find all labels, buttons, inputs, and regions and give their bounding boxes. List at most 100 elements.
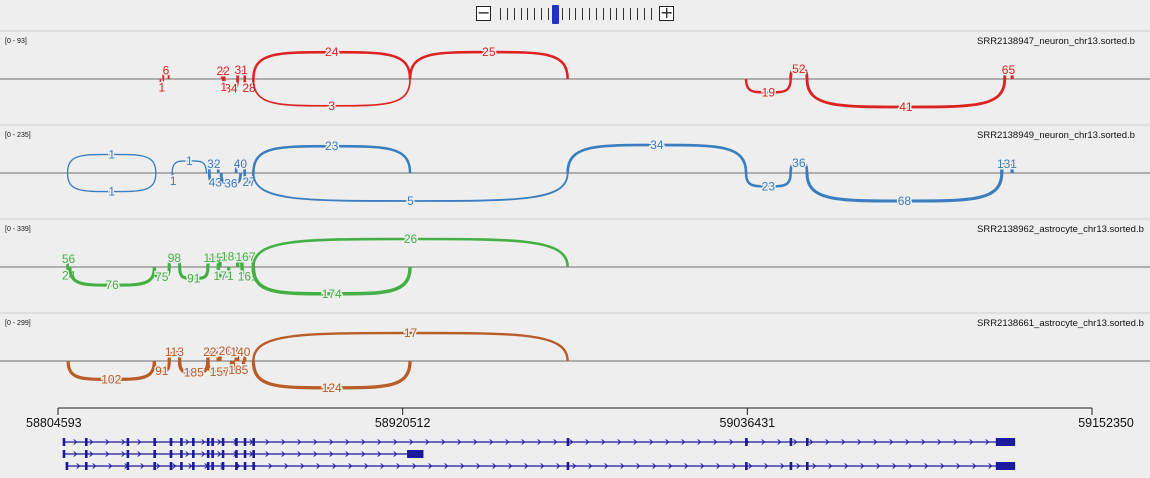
junction-arc — [1000, 162, 1014, 174]
zoom-level-tick[interactable] — [623, 8, 625, 20]
exon-block — [153, 450, 156, 458]
exon-block — [745, 438, 748, 446]
junction-arc — [805, 78, 1007, 109]
strand-arrow — [76, 463, 81, 469]
zoom-level-tick[interactable] — [513, 8, 515, 20]
junction-count: 5 — [407, 194, 414, 208]
junction-count: 34 — [650, 138, 664, 152]
strand-arrow — [524, 463, 529, 469]
junction-count: 171 — [213, 269, 233, 283]
track-name[interactable]: SRR2138661_astrocyte_chr13.sorted.b — [977, 318, 1144, 329]
zoom-level-tick[interactable] — [500, 8, 501, 20]
junction-count: 102 — [101, 372, 121, 386]
strand-arrow — [393, 439, 398, 445]
strand-arrow — [489, 439, 494, 445]
track-name[interactable]: SRR2138962_astrocyte_chr13.sorted.b — [977, 224, 1144, 235]
junction-count: 68 — [898, 194, 912, 208]
strand-arrow — [105, 451, 110, 457]
zoom-level-tick[interactable] — [650, 8, 652, 20]
junction-arc — [167, 256, 182, 268]
strand-arrow — [108, 463, 113, 469]
zoom-level-tick[interactable] — [506, 8, 508, 20]
strand-arrow — [777, 439, 782, 445]
strand-arrow — [201, 439, 206, 445]
zoom-level-tick[interactable] — [609, 8, 611, 20]
track-name[interactable]: SRR2138947_neuron_chr13.sorted.b — [977, 36, 1135, 47]
strand-arrow — [969, 439, 974, 445]
strand-arrow — [617, 439, 622, 445]
strand-arrow — [697, 439, 702, 445]
exon-block — [62, 438, 66, 446]
zoom-level-current[interactable] — [551, 5, 559, 24]
zoom-in-button[interactable]: + — [659, 4, 674, 22]
strand-arrow — [73, 439, 78, 445]
junction-arc — [251, 360, 412, 390]
strand-arrow — [860, 463, 865, 469]
exon-block — [806, 462, 809, 470]
junction-count: 1 — [158, 80, 165, 94]
strand-arrow — [924, 463, 929, 469]
zoom-level-tick[interactable] — [582, 8, 584, 20]
strand-arrow — [729, 439, 734, 445]
zoom-level-tick[interactable] — [575, 8, 577, 20]
strand-arrow — [137, 451, 142, 457]
zoom-level-tick[interactable] — [595, 8, 597, 20]
zoom-level-tick[interactable] — [547, 8, 549, 20]
strand-arrow — [284, 463, 289, 469]
junction-count: 131 — [997, 157, 1017, 171]
exon-block — [211, 438, 214, 446]
ruler-tick-label: 59152350 — [1078, 416, 1134, 430]
zoom-level-tick[interactable] — [534, 8, 536, 20]
zoom-level-tick[interactable] — [637, 8, 638, 20]
junction-arc — [162, 69, 170, 80]
strand-arrow — [908, 463, 913, 469]
strand-arrow — [316, 463, 321, 469]
junction-arc — [219, 172, 242, 185]
junction-arc — [152, 266, 171, 279]
zoom-level-tick[interactable] — [527, 8, 529, 20]
strand-arrow — [572, 463, 577, 469]
zoom-level-tick[interactable] — [616, 8, 618, 20]
junction-arc — [408, 50, 569, 80]
exon-block — [235, 450, 238, 458]
zoom-level-tick[interactable] — [561, 8, 563, 20]
junction-count: 76 — [105, 278, 119, 292]
strand-arrow — [217, 451, 222, 457]
strand-arrow — [793, 439, 798, 445]
ruler-tick-label: 59036431 — [720, 416, 776, 430]
junction-count: 40 — [234, 157, 248, 171]
junction-count: 140 — [230, 345, 250, 359]
zoom-level-tick[interactable] — [568, 8, 570, 20]
junction-arc — [66, 172, 157, 193]
junction-count: 1 — [220, 80, 227, 94]
junction-arc — [789, 67, 809, 80]
strand-arrow — [604, 463, 609, 469]
track-name[interactable]: SRR2138949_neuron_chr13.sorted.b — [977, 130, 1135, 141]
transcript-1 — [62, 438, 1016, 446]
strand-arrow — [268, 463, 273, 469]
strand-arrow — [364, 463, 369, 469]
strand-arrow — [217, 439, 222, 445]
junction-arc — [167, 350, 182, 362]
junction-arc — [234, 162, 247, 174]
exon-block — [126, 438, 130, 446]
exon-block — [243, 438, 247, 446]
strand-arrow — [780, 463, 785, 469]
strand-arrow — [473, 439, 478, 445]
exon-block — [235, 462, 238, 470]
zoom-level-tick[interactable] — [589, 8, 591, 20]
junction-arc — [252, 237, 569, 268]
zoom-level-tick[interactable] — [643, 8, 645, 20]
strand-arrow — [844, 463, 849, 469]
zoom-level-tick[interactable] — [541, 8, 543, 20]
exon-block — [789, 462, 793, 470]
junction-arc — [206, 349, 221, 362]
strand-arrow — [441, 439, 446, 445]
strand-arrow — [812, 463, 817, 469]
zoom-level-tick[interactable] — [602, 8, 604, 20]
strand-arrow — [361, 451, 366, 457]
strand-arrow — [521, 439, 526, 445]
zoom-out-button[interactable]: − — [476, 4, 491, 22]
zoom-level-tick[interactable] — [630, 8, 632, 20]
zoom-level-tick[interactable] — [520, 8, 522, 20]
